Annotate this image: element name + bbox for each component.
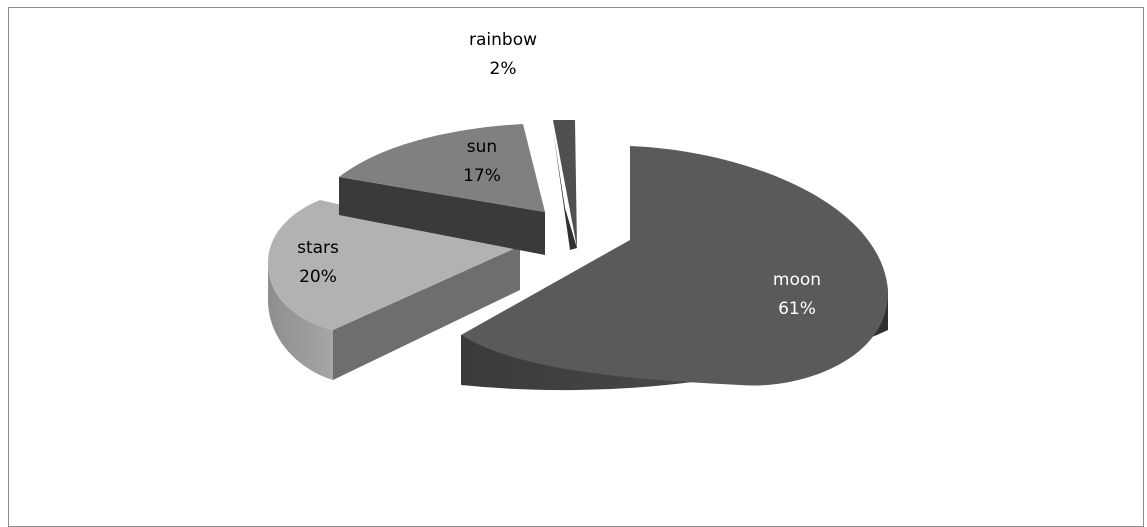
slice-rainbow-top [553, 120, 577, 248]
slice-sun-value: 17% [463, 166, 501, 186]
slice-stars-value: 20% [299, 267, 337, 287]
slice-moon-top [461, 146, 889, 386]
slice-rainbow-value: 2% [490, 59, 517, 79]
slice-sun-top [339, 124, 545, 212]
chart-area [8, 7, 1144, 527]
slice-rainbow-label: rainbow [469, 30, 537, 50]
slice-stars-label: stars [297, 238, 339, 258]
slice-sun: sun 17% [339, 124, 545, 255]
slice-stars-rim [268, 262, 333, 380]
slice-moon: moon 61% [461, 146, 889, 391]
slice-rainbow: rainbow 2% [469, 30, 577, 250]
slice-moon-value: 61% [778, 299, 816, 319]
slice-moon-label: moon [773, 270, 821, 290]
slice-sun-label: sun [467, 137, 497, 157]
slice-stars-side [333, 246, 520, 380]
slice-sun-side [339, 177, 545, 255]
